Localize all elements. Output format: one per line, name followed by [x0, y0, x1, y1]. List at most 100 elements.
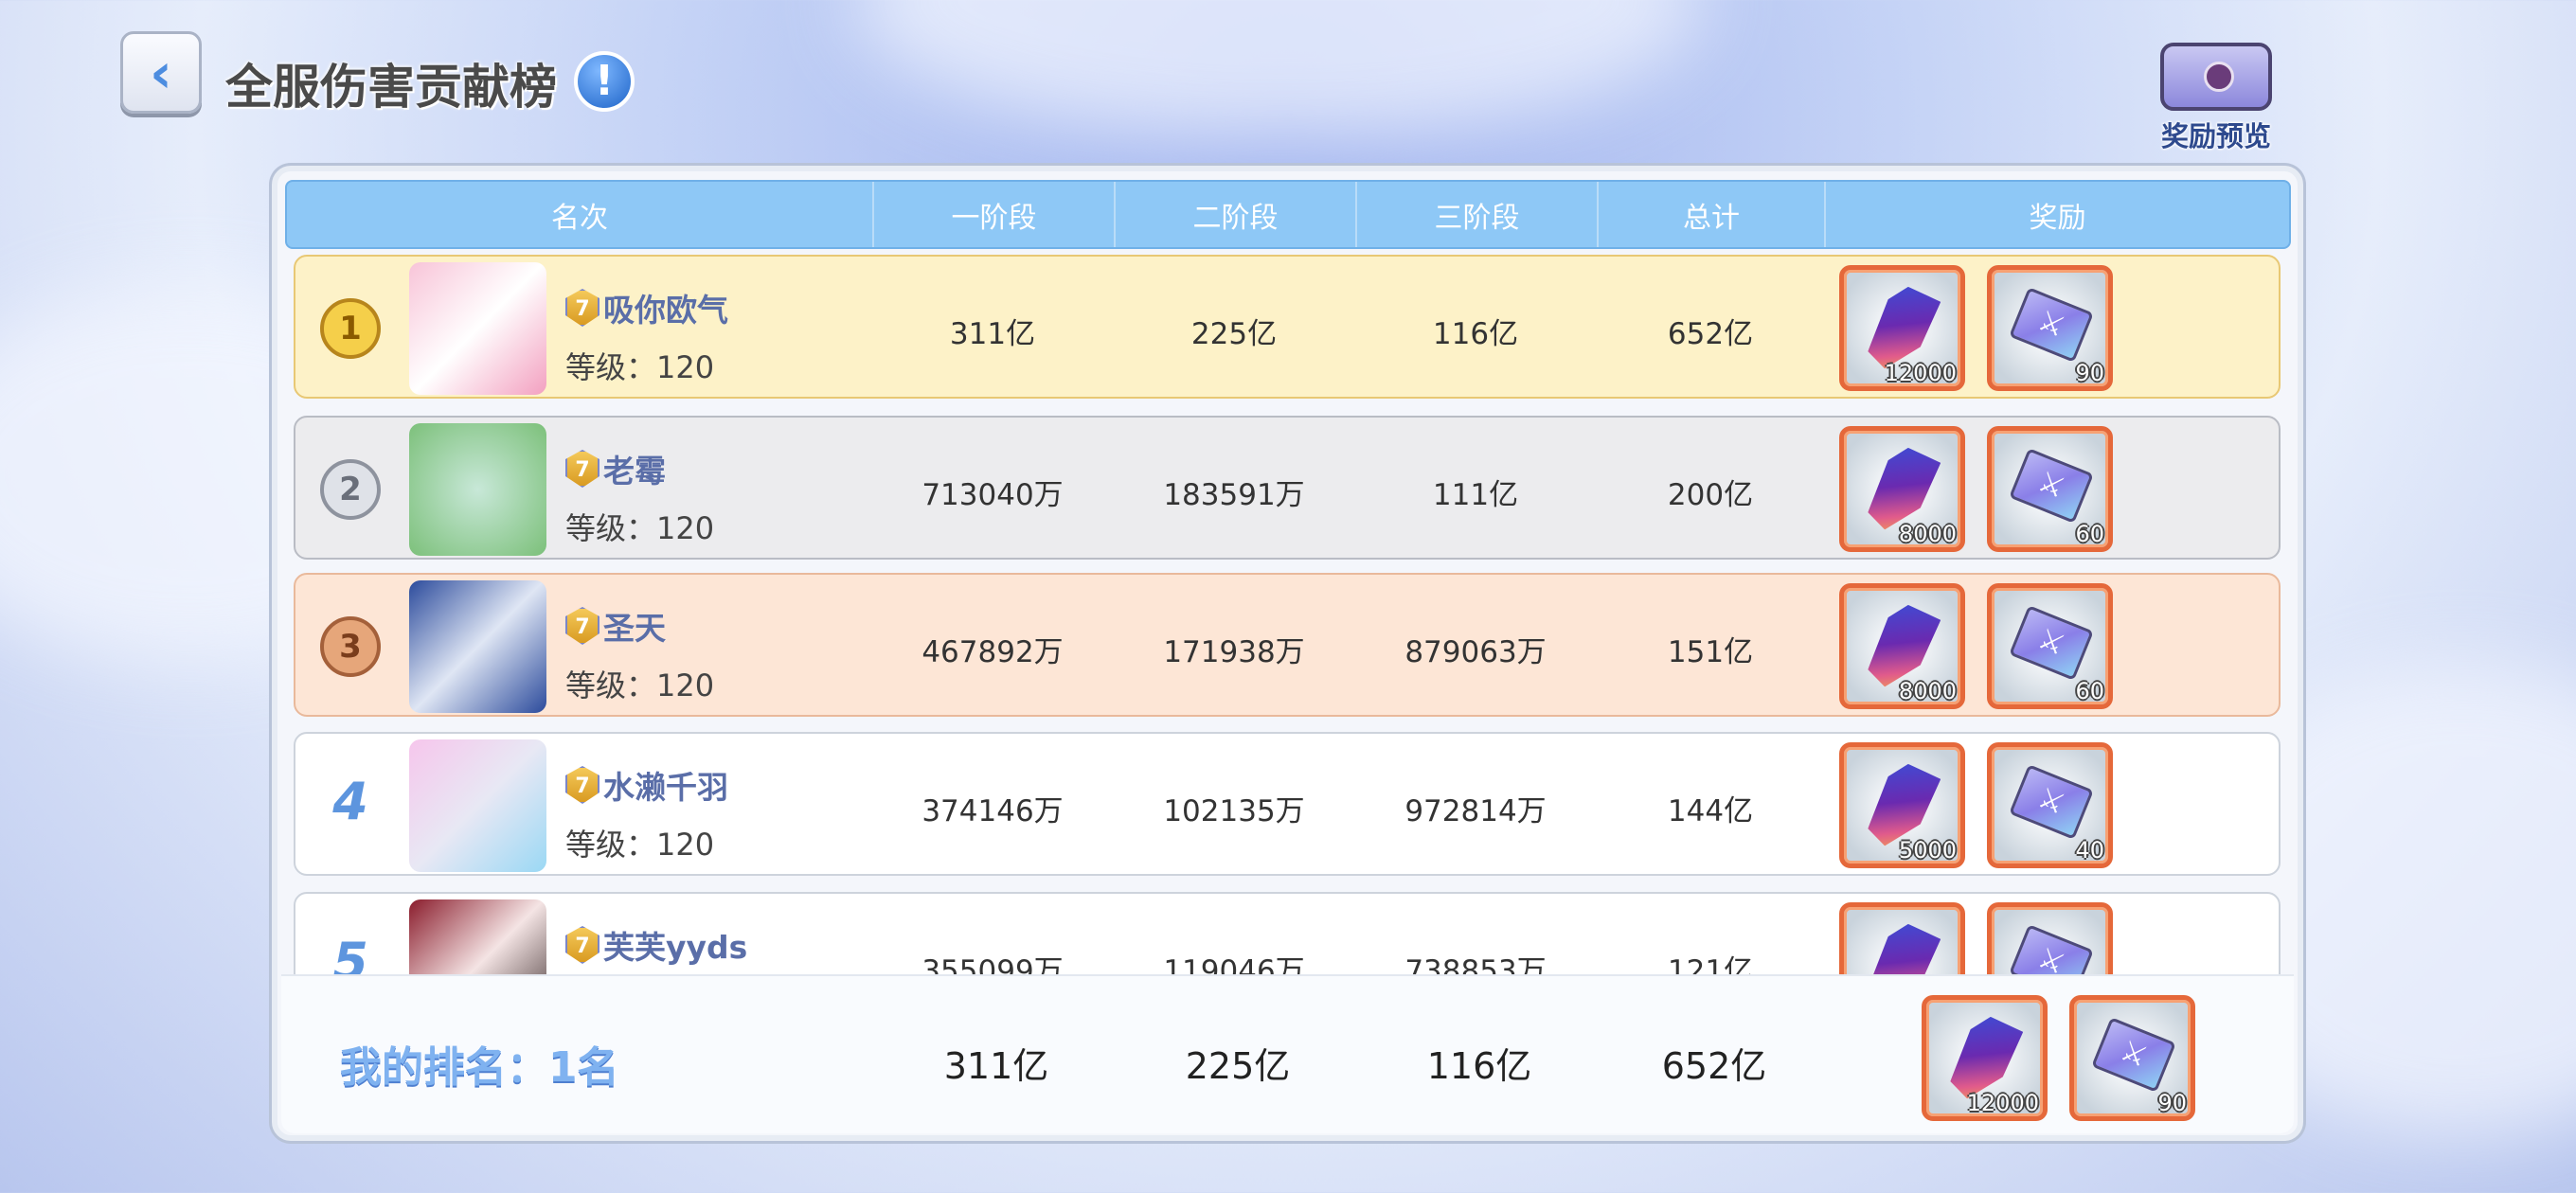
stage2-damage: 171938万: [1163, 635, 1305, 669]
reward-count: 12000: [1966, 1090, 2039, 1116]
player-level: 等级：120: [565, 349, 715, 385]
stage1-damage: 713040万: [921, 478, 1064, 512]
column-header-stage2: 二阶段: [1116, 182, 1357, 247]
reward-count: 12000: [1884, 360, 1957, 386]
leaderboard-panel: 名次 一阶段 二阶段 三阶段 总计 奖励 1 7 吸你欧气 等级：120 311亿…: [272, 166, 2303, 1141]
reward-count: 60: [2075, 678, 2104, 704]
reward-count: 40: [2075, 837, 2104, 864]
reward-item[interactable]: 12000: [1922, 995, 2048, 1121]
sword-ticket-icon: ⚔: [2009, 924, 2094, 974]
table-row: 2 7 老霉 等级：120 713040万 183591万 111亿 200亿 80…: [294, 416, 2281, 560]
stage1-damage: 374146万: [921, 794, 1064, 828]
silver-medal-icon: 2: [320, 459, 381, 520]
total-damage: 121亿: [1667, 954, 1754, 974]
player-name: 圣天: [603, 610, 666, 647]
rank-badge-icon: 7: [565, 926, 599, 964]
reward-preview-button[interactable]: 奖励预览: [2150, 43, 2282, 152]
stage2-damage: 225亿: [1190, 317, 1278, 351]
player-name: 老霉: [603, 453, 666, 490]
column-header-total: 总计: [1599, 182, 1826, 247]
stage3-damage: 738853万: [1404, 954, 1547, 974]
table-header: 名次 一阶段 二阶段 三阶段 总计 奖励: [285, 180, 2291, 249]
rank-badge-icon: 7: [565, 607, 599, 645]
player-level: 等级：120: [565, 668, 715, 703]
bronze-medal-icon: 3: [320, 616, 381, 677]
gem-icon: [1865, 918, 1942, 974]
avatar[interactable]: [409, 739, 546, 872]
avatar[interactable]: [409, 262, 546, 395]
reward-count: 60: [2075, 521, 2104, 547]
table-row: 3 7 圣天 等级：120 467892万 171938万 879063万 151…: [294, 573, 2281, 717]
reward-count: 90: [2157, 1090, 2187, 1116]
chevron-left-icon: ‹: [150, 40, 172, 105]
reward-item[interactable]: ⚔ 40: [1987, 742, 2113, 868]
rank-number: 4: [332, 772, 368, 831]
reward-item[interactable]: 8000: [1839, 426, 1965, 552]
column-header-stage1: 一阶段: [874, 182, 1116, 247]
player-name: 吸你欧气: [603, 292, 728, 329]
info-button[interactable]: !: [574, 51, 635, 112]
ranking-list[interactable]: 1 7 吸你欧气 等级：120 311亿 225亿 116亿 652亿 12000 ⚔…: [277, 255, 2298, 974]
sword-ticket-icon: ⚔: [2091, 1017, 2176, 1093]
reward-item[interactable]: ⚔ 90: [1987, 265, 2113, 391]
stage2-damage: 119046万: [1163, 954, 1305, 974]
total-damage: 151亿: [1667, 635, 1754, 669]
total-damage: 652亿: [1667, 317, 1754, 351]
avatar[interactable]: [409, 580, 546, 713]
stage1-damage: 355099万: [921, 954, 1064, 974]
player-level: 等级：120: [565, 827, 715, 863]
reward-count: 8000: [1898, 678, 1957, 704]
stage3-damage: 972814万: [1404, 794, 1547, 828]
stage3-damage: 111亿: [1432, 478, 1519, 512]
column-header-reward: 奖励: [2029, 201, 2086, 235]
reward-item[interactable]: ⚔ 60: [1987, 426, 2113, 552]
my-rank-label: 我的排名：1名: [340, 1043, 619, 1092]
my-stage1: 311亿: [943, 1045, 1049, 1087]
rank-badge-icon: 7: [565, 289, 599, 327]
reward-count: 90: [2075, 360, 2104, 386]
my-stage3: 116亿: [1426, 1045, 1532, 1087]
sword-ticket-icon: ⚔: [2009, 764, 2094, 840]
rank-badge-icon: 7: [565, 450, 599, 488]
my-total: 652亿: [1661, 1045, 1767, 1087]
reward-item[interactable]: 8000: [1839, 583, 1965, 709]
reward-item[interactable]: [1839, 902, 1965, 974]
avatar[interactable]: [409, 423, 546, 556]
reward-preview-label: 奖励预览: [2160, 120, 2271, 152]
sword-ticket-icon: ⚔: [2009, 605, 2094, 681]
stage3-damage: 879063万: [1404, 635, 1547, 669]
exclamation-icon: !: [594, 57, 615, 105]
stage2-damage: 183591万: [1163, 478, 1305, 512]
reward-count: 8000: [1898, 521, 1957, 547]
total-damage: 144亿: [1667, 794, 1754, 828]
player-name: 水濑千羽: [603, 769, 728, 806]
rank-number: 5: [332, 932, 368, 974]
avatar[interactable]: [409, 899, 546, 974]
column-header-stage3: 三阶段: [1357, 182, 1599, 247]
reward-item[interactable]: ⚔ 60: [1987, 583, 2113, 709]
my-stage2: 225亿: [1185, 1045, 1291, 1087]
stage1-damage: 311亿: [949, 317, 1036, 351]
stage2-damage: 102135万: [1163, 794, 1305, 828]
stage3-damage: 116亿: [1432, 317, 1519, 351]
table-row: 1 7 吸你欧气 等级：120 311亿 225亿 116亿 652亿 12000 ⚔…: [294, 255, 2281, 399]
player-name: 芙芙yyds: [603, 929, 748, 966]
treasure-chest-icon: [2160, 43, 2272, 111]
reward-item[interactable]: ⚔: [1987, 902, 2113, 974]
sword-ticket-icon: ⚔: [2009, 448, 2094, 524]
table-row: 5 7 芙芙yyds 355099万 119046万 738853万 121亿 ⚔: [294, 892, 2281, 974]
stage1-damage: 467892万: [921, 635, 1064, 669]
total-damage: 200亿: [1667, 478, 1754, 512]
table-row: 4 7 水濑千羽 等级：120 374146万 102135万 972814万 1…: [294, 732, 2281, 876]
my-rank-bar: 我的排名：1名 311亿 225亿 116亿 652亿 12000 ⚔ 90: [281, 974, 2294, 1133]
player-level: 等级：120: [565, 510, 715, 546]
column-header-rank: 名次: [287, 182, 874, 247]
reward-item[interactable]: 12000: [1839, 265, 1965, 391]
rank-badge-icon: 7: [565, 766, 599, 804]
sword-ticket-icon: ⚔: [2009, 287, 2094, 363]
back-button[interactable]: ‹: [120, 31, 202, 114]
reward-count: 5000: [1898, 837, 1957, 864]
reward-item[interactable]: 5000: [1839, 742, 1965, 868]
reward-item[interactable]: ⚔ 90: [2069, 995, 2195, 1121]
gold-medal-icon: 1: [320, 298, 381, 359]
